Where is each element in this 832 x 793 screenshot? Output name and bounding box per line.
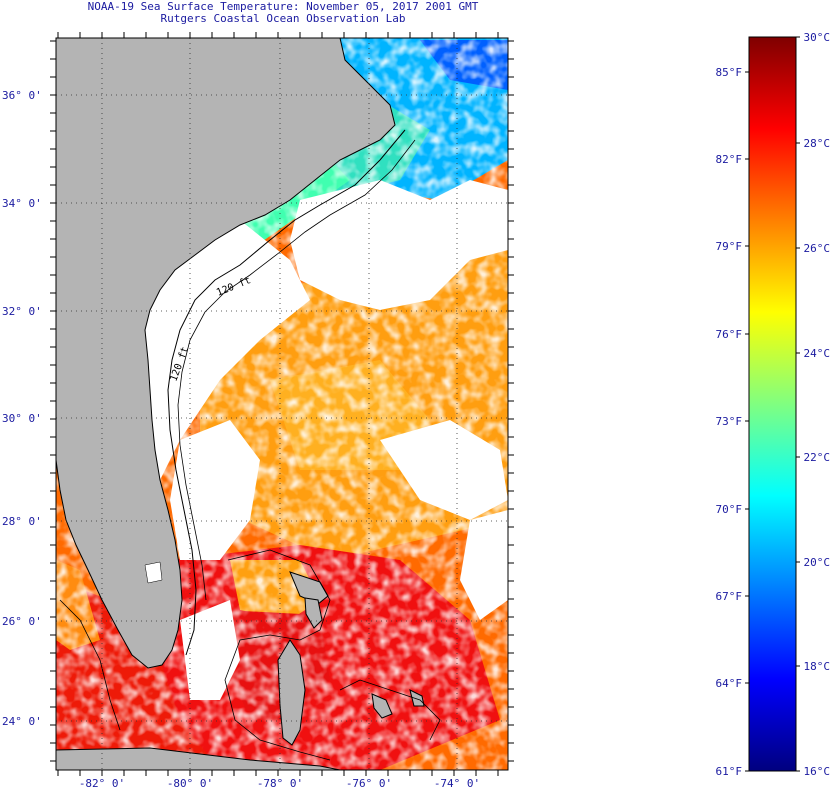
celsius-tick-18: 18°C — [804, 660, 831, 673]
lake-okeechobee — [144, 561, 163, 584]
lon-label-82: -82° 0' — [79, 777, 125, 790]
lat-label-32: 32° 0' — [2, 305, 42, 318]
fahrenheit-min: 61°F — [716, 765, 743, 778]
contour-bahama-bank — [224, 549, 331, 761]
contour-deep — [177, 139, 416, 601]
contour-gulf — [59, 599, 121, 731]
sst-map: 120 ft 120 ft 36° 0' 34° 0' 32° 0' 30° 0… — [2, 32, 514, 790]
celsius-tick-24: 24°C — [804, 347, 831, 360]
map-title: NOAA-19 Sea Surface Temperature: Novembe… — [87, 0, 479, 13]
lon-label-76: -76° 0' — [346, 777, 392, 790]
fahrenheit-tick-79: 79°F — [716, 240, 743, 253]
land-cat-island — [409, 689, 425, 707]
fahrenheit-tick-76: 76°F — [716, 328, 743, 341]
fahrenheit-tick-64: 64°F — [716, 677, 743, 690]
fahrenheit-tick-70: 70°F — [716, 503, 743, 516]
lat-label-36: 36° 0' — [2, 89, 42, 102]
color-gradient — [748, 36, 797, 772]
map-frame — [55, 37, 509, 771]
lat-label-26: 26° 0' — [2, 615, 42, 628]
contour-120ft — [167, 129, 406, 656]
land-mass-us — [56, 38, 396, 669]
celsius-tick-26: 26°C — [804, 242, 831, 255]
land-eleuthera — [371, 693, 393, 719]
land-abaco — [304, 597, 323, 629]
lon-label-78: -78° 0' — [257, 777, 303, 790]
fahrenheit-tick-73: 73°F — [716, 415, 743, 428]
fahrenheit-tick-82: 82°F — [716, 153, 743, 166]
land-grand-bahama — [289, 571, 329, 605]
lat-label-34: 34° 0' — [2, 197, 42, 210]
graticule — [56, 38, 508, 770]
axis-ticks — [50, 32, 514, 776]
land-andros — [277, 639, 306, 746]
lat-label-24: 24° 0' — [2, 715, 42, 728]
contour-bahama-east — [339, 679, 441, 741]
celsius-max: 30°C — [804, 31, 831, 44]
lat-label-30: 30° 0' — [2, 412, 42, 425]
lon-label-74: -74° 0' — [434, 777, 480, 790]
colorbar-ticks — [745, 36, 800, 772]
land-cuba — [56, 747, 341, 770]
celsius-tick-22: 22°C — [804, 451, 831, 464]
fahrenheit-tick-67: 67°F — [716, 590, 743, 603]
celsius-tick-20: 20°C — [804, 556, 831, 569]
map-subtitle: Rutgers Coastal Ocean Observation Lab — [160, 12, 406, 25]
color-scale-bar: 85°F 82°F 79°F 76°F 73°F 70°F 67°F 64°F … — [716, 31, 831, 778]
lat-label-28: 28° 0' — [2, 515, 42, 528]
celsius-min: 16°C — [804, 765, 831, 778]
celsius-tick-28: 28°C — [804, 137, 831, 150]
fahrenheit-tick-85: 85°F — [716, 66, 743, 79]
lon-label-80: -80° 0' — [167, 777, 213, 790]
